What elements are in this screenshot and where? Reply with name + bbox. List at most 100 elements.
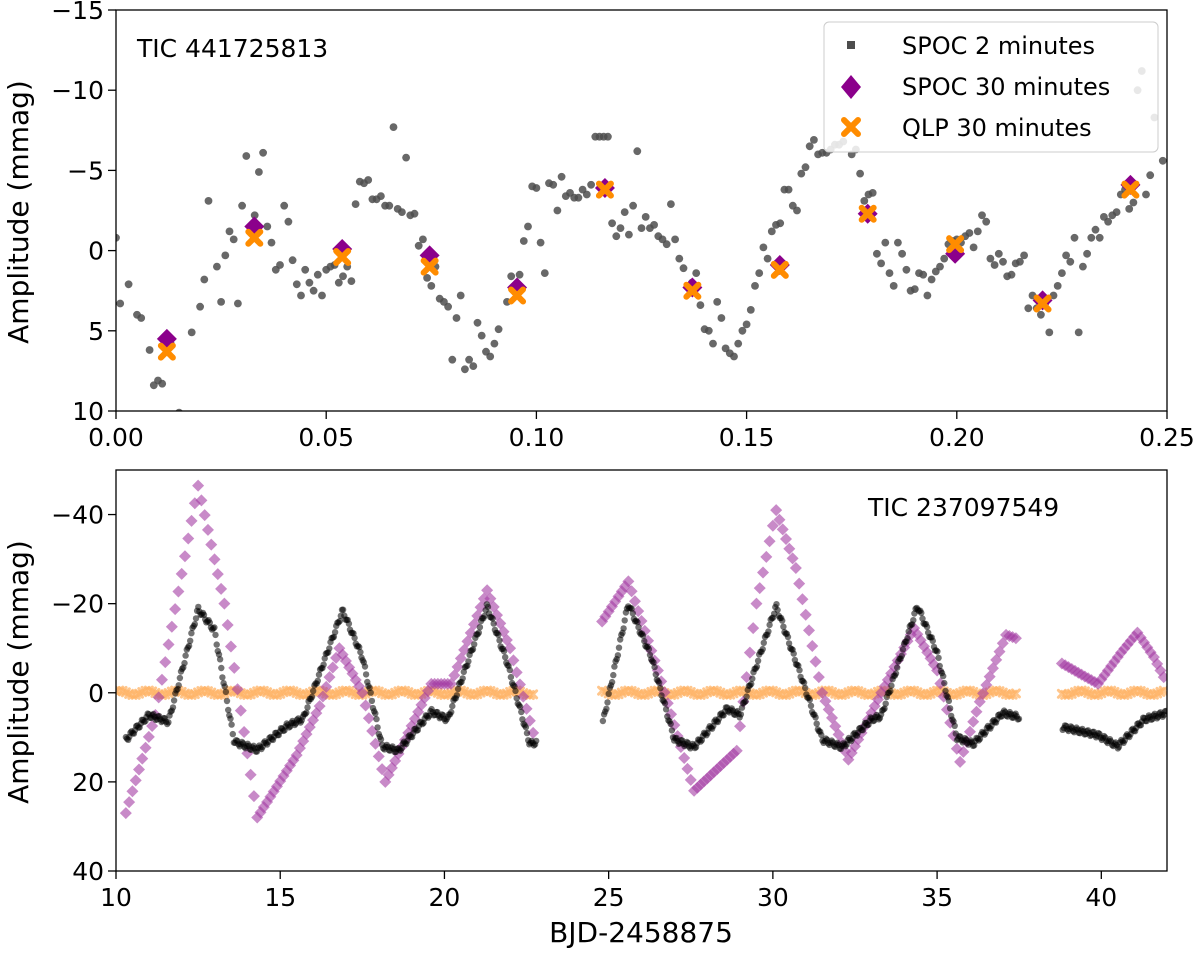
spoc-30min-point: [376, 763, 389, 776]
spoc-2min-point: [923, 623, 931, 631]
spoc-2min-point: [516, 703, 524, 710]
spoc-2min-point: [211, 624, 218, 631]
bottom-panel-series: [116, 479, 1167, 824]
spoc-2min-point: [519, 237, 528, 245]
spoc-30min-point: [747, 622, 760, 635]
spoc-2min-point: [318, 291, 326, 300]
spoc-2min-point: [336, 617, 343, 625]
spoc-2min-point: [929, 637, 936, 645]
spoc-2min-point: [309, 286, 318, 295]
spoc-2min-point: [994, 249, 1003, 258]
spoc-30min-point: [316, 690, 329, 703]
spoc-2min-point: [301, 265, 310, 274]
spoc-2min-point: [620, 625, 627, 632]
spoc-2min-point: [713, 298, 722, 306]
spoc-2min-point: [234, 299, 242, 308]
spoc-2min-point: [452, 314, 461, 322]
top-x-tick-label: 0.15: [719, 423, 775, 452]
spoc-2min-point: [780, 623, 787, 630]
spoc-30min-point: [812, 671, 825, 684]
spoc-2min-point: [213, 262, 221, 271]
qlp-30min-point: [858, 204, 877, 223]
spoc-2min-point: [471, 641, 478, 648]
spoc-2min-point: [661, 700, 669, 707]
spoc-2min-point: [303, 709, 310, 716]
spoc-2min-point: [553, 206, 562, 215]
spoc-2min-point: [604, 699, 611, 706]
spoc-2min-point: [923, 291, 932, 300]
legend-marker-spoc-30min: [841, 75, 861, 99]
spoc-2min-point: [608, 678, 616, 686]
spoc-2min-point: [476, 624, 484, 631]
spoc-30min-point: [1157, 671, 1167, 684]
spoc-30min-point: [527, 726, 540, 739]
top-panel-series: [116, 67, 1167, 420]
spoc-2min-point: [717, 314, 726, 322]
spoc-2min-point: [734, 339, 743, 348]
spoc-2min-point: [574, 193, 583, 202]
qlp-30min-point: [770, 260, 789, 279]
spoc-2min-point: [608, 219, 616, 228]
spoc-2min-point: [813, 720, 820, 727]
spoc-2min-point: [1083, 249, 1091, 258]
spoc-2min-point: [423, 274, 431, 282]
spoc-2min-point: [748, 680, 755, 688]
legend-marker-spoc-2min: [847, 41, 855, 49]
spoc-2min-point: [802, 684, 809, 692]
spoc-2min-point: [978, 211, 986, 220]
spoc-2min-point: [766, 621, 773, 629]
spoc-2min-point: [1020, 251, 1028, 260]
qlp-30min-point: [1158, 685, 1167, 696]
spoc-2min-point: [372, 710, 379, 717]
spoc-2min-point: [1158, 156, 1167, 165]
spoc-2min-point: [182, 652, 189, 659]
spoc-2min-point: [536, 238, 545, 247]
spoc-2min-point: [469, 646, 477, 653]
spoc-2min-point: [219, 674, 226, 681]
spoc-30min-point: [783, 542, 796, 555]
spoc-2min-point: [605, 690, 612, 697]
spoc-2min-point: [179, 412, 187, 420]
spoc-30min-point: [326, 661, 339, 674]
spoc-2min-point: [297, 291, 305, 300]
legend: SPOC 2 minutes SPOC 30 minutes QLP 30 mi…: [823, 21, 1159, 153]
qlp-30min-point: [333, 248, 352, 267]
spoc-2min-point: [1037, 310, 1045, 319]
spoc-2min-point: [351, 634, 358, 642]
spoc-30min-point: [1120, 174, 1141, 195]
spoc-30min-point: [323, 671, 336, 684]
top-panel-ticks: 0.00 0.05 0.10 0.15 0.20 0.25 −15 −10 −5 0 5 10: [51, 0, 1195, 452]
spoc-2min-point: [1066, 257, 1075, 266]
spoc-2min-point: [760, 639, 767, 646]
spoc-2min-point: [145, 346, 154, 354]
spoc-2min-point: [635, 624, 642, 631]
spoc-2min-point: [165, 719, 172, 726]
spoc-2min-point: [881, 705, 888, 712]
spoc-2min-point: [910, 617, 917, 624]
spoc-2min-point: [187, 637, 194, 644]
spoc-30min-point: [510, 666, 523, 679]
bottom-y-tick-label: 40: [72, 857, 104, 886]
spoc-2min-point: [784, 185, 793, 194]
spoc-2min-point: [475, 629, 482, 636]
spoc-2min-point: [512, 687, 519, 695]
spoc-2min-point: [345, 620, 353, 627]
spoc-2min-point: [225, 227, 234, 236]
spoc-2min-point: [181, 659, 188, 667]
spoc-30min-point: [780, 533, 793, 546]
spoc-2min-point: [276, 261, 284, 269]
spoc-2min-point: [918, 609, 925, 617]
spoc-2min-point: [549, 180, 558, 189]
spoc-30min-point: [776, 523, 789, 536]
spoc-2min-point: [377, 192, 385, 201]
qlp-30min-point: [508, 286, 527, 305]
spoc-2min-point: [459, 675, 466, 682]
spoc-30min-point: [769, 255, 790, 276]
spoc-2min-point: [191, 621, 198, 628]
spoc-2min-point: [755, 269, 764, 277]
top-x-tick-label: 0.00: [88, 423, 144, 452]
spoc-2min-point: [176, 674, 184, 682]
spoc-30min-point: [185, 514, 198, 527]
spoc-30min-point: [362, 712, 375, 725]
spoc-2min-point: [373, 715, 380, 723]
